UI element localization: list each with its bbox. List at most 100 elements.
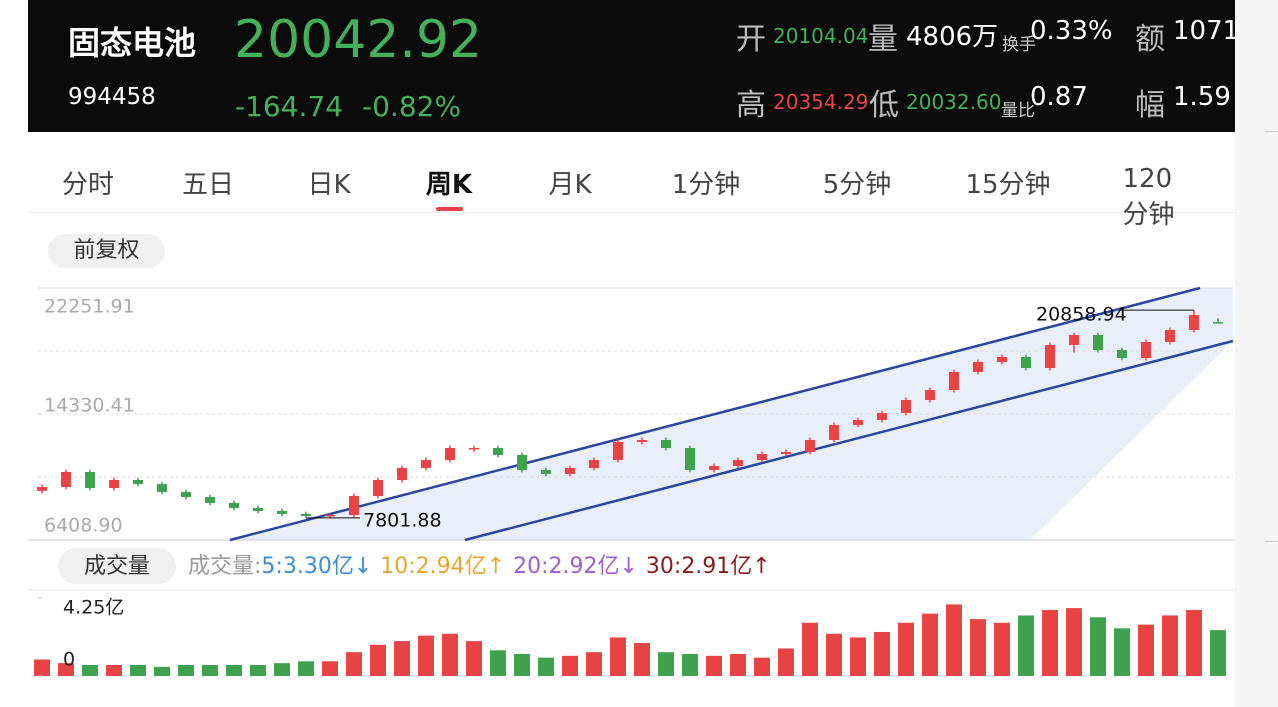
stat-value: 20032.60 xyxy=(906,90,1002,114)
candle-body xyxy=(181,491,191,498)
candle-body xyxy=(517,454,527,470)
quote-header: 固态电池 994458 20042.92 -164.74 -0.82% 开 201… xyxy=(28,0,1235,132)
candle-body xyxy=(1021,356,1031,368)
candle-body xyxy=(733,459,743,467)
volume-bar xyxy=(226,664,242,676)
legend-entry: 20:2.92亿↓ xyxy=(513,554,638,579)
stat-value: 1071 xyxy=(1173,16,1235,46)
tab[interactable]: 15分钟 xyxy=(965,170,1051,200)
stock-name: 固态电池 xyxy=(68,24,197,62)
candle-body xyxy=(325,514,335,517)
candle-body xyxy=(277,511,287,514)
legend-entry: 30:2.91亿↑ xyxy=(646,554,771,579)
y-tick-label: 14330.41 xyxy=(44,395,135,417)
stat-label: 量 xyxy=(868,22,898,57)
volume-bar xyxy=(994,622,1010,676)
candle-body xyxy=(997,356,1007,362)
candle-body xyxy=(805,439,815,452)
adjust-button[interactable]: 前复权 xyxy=(48,234,165,268)
volume-bar xyxy=(1210,630,1226,676)
volume-bar xyxy=(490,650,506,676)
stat-label: 量比 xyxy=(1001,101,1035,121)
volume-bar xyxy=(922,613,938,676)
volume-bar xyxy=(898,622,914,676)
tab[interactable]: 周K xyxy=(425,170,473,200)
volume-bar xyxy=(1162,615,1178,676)
volume-bar xyxy=(778,648,794,676)
volume-bar xyxy=(826,633,842,676)
volume-bar xyxy=(586,652,602,676)
y-tick-label: 6408.90 xyxy=(44,515,123,537)
volume-bar xyxy=(1042,609,1058,676)
candle-body xyxy=(301,513,311,516)
tab[interactable]: 五日 xyxy=(181,170,235,200)
candle-body xyxy=(1165,329,1175,342)
stock-code: 994458 xyxy=(68,84,156,110)
candle-body xyxy=(757,453,767,460)
tab[interactable]: 分时 xyxy=(61,170,115,200)
candle-body xyxy=(109,480,119,489)
volume-bar xyxy=(58,663,74,676)
legend-label: 成交量: xyxy=(188,554,261,579)
volume-bar xyxy=(154,666,170,676)
tab-indicator xyxy=(436,207,463,211)
candle-body xyxy=(973,361,983,372)
volume-bar xyxy=(1138,624,1154,676)
candle-body xyxy=(685,447,695,470)
volume-bar xyxy=(466,641,482,676)
volume-bar xyxy=(1090,617,1106,676)
y-tick-label: 22251.91 xyxy=(44,296,135,318)
candle-body xyxy=(901,399,911,414)
candle-body xyxy=(877,413,887,421)
stat-value: 0.87 xyxy=(1030,82,1088,112)
volume-bar xyxy=(442,633,458,676)
volume-bar xyxy=(250,664,266,676)
stat-value: 20104.04 xyxy=(773,24,869,48)
volume-bar xyxy=(34,659,50,676)
stat-value: 20354.29 xyxy=(773,90,869,114)
candle-body xyxy=(157,483,167,492)
candle-body xyxy=(709,466,719,470)
volume-bar xyxy=(1186,609,1202,676)
volume-title: 成交量 xyxy=(84,554,150,579)
candle-body xyxy=(613,442,623,460)
candle-body xyxy=(589,459,599,468)
candle-body xyxy=(61,471,71,487)
candle-body xyxy=(853,420,863,425)
min-label: 7801.88 xyxy=(363,509,442,531)
volume-bar xyxy=(1066,608,1082,676)
volume-bar xyxy=(418,635,434,676)
tab[interactable]: 月K xyxy=(548,170,592,200)
trend-line xyxy=(229,286,1201,542)
stat-label: 换手 xyxy=(1002,35,1036,55)
candle-body xyxy=(1045,344,1055,368)
candle-body xyxy=(565,467,575,475)
volume-bar xyxy=(730,653,746,676)
candle-body xyxy=(205,497,215,504)
volume-pill[interactable] xyxy=(58,548,176,584)
candle-body xyxy=(1213,322,1223,324)
stat-label: 高 xyxy=(736,88,766,123)
volume-bar xyxy=(82,664,98,676)
volume-bar xyxy=(1114,628,1130,676)
stat-label: 开 xyxy=(736,22,766,57)
tab[interactable]: 120分钟 xyxy=(1122,164,1175,230)
volume-bar xyxy=(202,664,218,676)
tab[interactable]: 日K xyxy=(307,170,351,200)
stat-label: 额 xyxy=(1135,22,1165,57)
tab[interactable]: 5分钟 xyxy=(822,170,892,200)
volume-bar xyxy=(394,641,410,676)
side-strip xyxy=(1235,0,1278,707)
tab[interactable]: 1分钟 xyxy=(671,170,741,200)
volume-bar xyxy=(106,664,122,676)
candle-body xyxy=(925,389,935,400)
legend-entry: 5:3.30亿↓ xyxy=(261,554,372,579)
volume-bar xyxy=(346,652,362,676)
stat-label: 低 xyxy=(869,88,899,123)
candle-body xyxy=(1117,350,1127,359)
volume-bar xyxy=(514,653,530,676)
candle-body xyxy=(1141,341,1151,359)
price: 20042.92 xyxy=(234,10,483,70)
chart: 22251.91 14330.41 6408.90 20858.94 7801.88 成交… xyxy=(28,286,1235,677)
volume-bar xyxy=(634,642,650,676)
